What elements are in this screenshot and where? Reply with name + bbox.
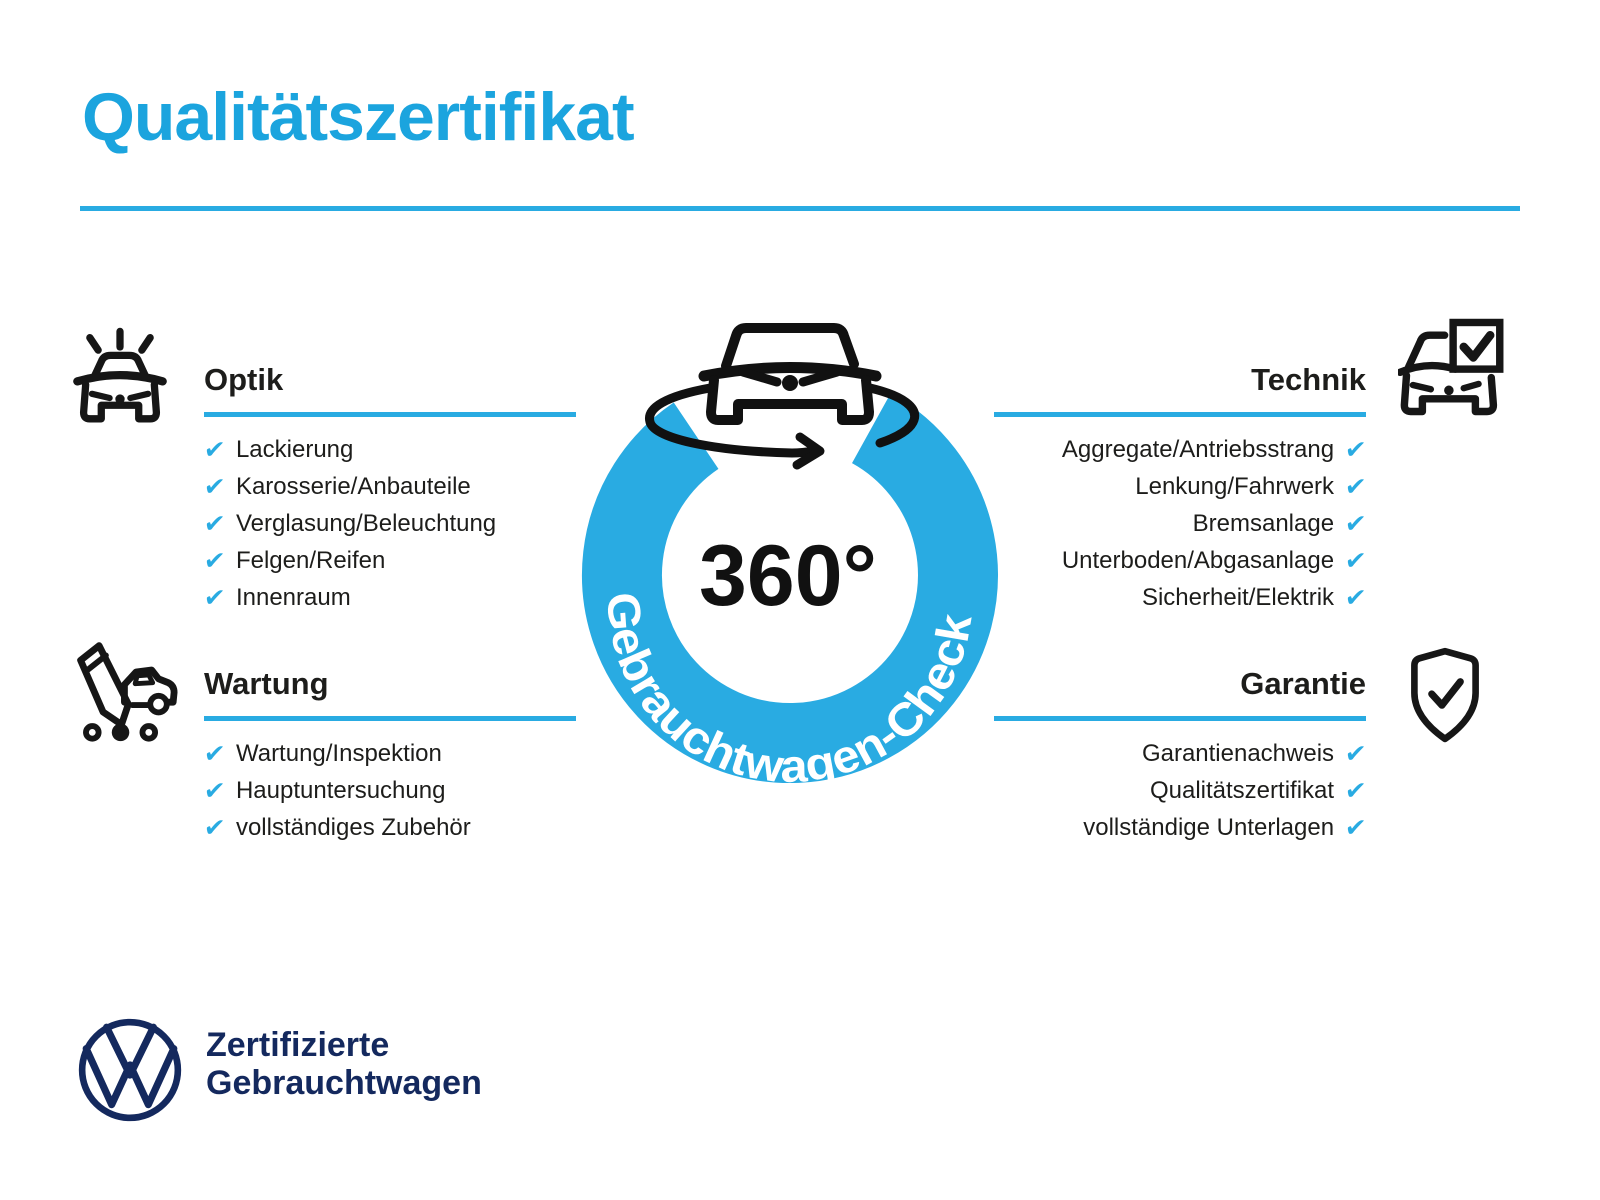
brand-wordmark: Zertifizierte Gebrauchtwagen (206, 1026, 482, 1102)
list-item: Qualitätszertifikat ✔ (994, 772, 1368, 809)
list-item-label: Lackierung (235, 435, 354, 463)
section-optik-title: Optik (204, 362, 284, 397)
list-item: Bremsanlage ✔ (994, 505, 1368, 542)
check-icon: ✔ (1343, 813, 1368, 842)
technik-checklist: Aggregate/Antriebsstrang ✔ Lenkung/Fahrwe… (994, 431, 1368, 616)
car-shine-icon (73, 327, 167, 423)
list-item: ✔ Lackierung (202, 431, 576, 468)
check-icon: ✔ (1343, 546, 1368, 575)
check-icon: ✔ (202, 776, 227, 805)
ring-arc (581, 393, 998, 784)
list-item-label: Unterboden/Abgasanlage (1061, 546, 1335, 574)
list-item-label: Qualitätszertifikat (1149, 776, 1335, 804)
list-item: Lenkung/Fahrwerk ✔ (994, 468, 1368, 505)
section-garantie: Garantie Garantienachweis ✔ Qualitätszert… (994, 664, 1368, 846)
check-icon: ✔ (1343, 472, 1368, 501)
section-optik: Optik ✔ Lackierung ✔ Karosserie/Anbauteile… (202, 360, 576, 616)
section-optik-divider (204, 412, 576, 417)
section-technik-divider (994, 412, 1366, 417)
list-item: ✔ Verglasung/Beleuchtung (202, 505, 576, 542)
list-item: Garantienachweis ✔ (994, 735, 1368, 772)
list-item: ✔ Felgen/Reifen (202, 542, 576, 579)
vw-logo (78, 1018, 182, 1122)
ring-360-graphic: Gebrauchtwagen-Check 360° (581, 323, 998, 790)
section-wartung: Wartung ✔ Wartung/Inspektion ✔ Hauptunters… (202, 664, 576, 846)
list-item-label: vollständige Unterlagen (1083, 813, 1335, 841)
section-wartung-title: Wartung (204, 666, 329, 701)
check-icon: ✔ (202, 739, 227, 768)
page-title: Qualitätszertifikat (82, 79, 635, 155)
list-item-label: Felgen/Reifen (235, 546, 386, 574)
title-divider (80, 206, 1520, 211)
garantie-checklist: Garantienachweis ✔ Qualitätszertifikat ✔ v… (994, 735, 1368, 846)
list-item: Aggregate/Antriebsstrang ✔ (994, 431, 1368, 468)
list-item-label: Karosserie/Anbauteile (235, 472, 471, 500)
section-garantie-divider (994, 716, 1366, 721)
check-icon: ✔ (1343, 583, 1368, 612)
section-wartung-divider (204, 716, 576, 721)
shield-check-icon (1411, 647, 1479, 743)
optik-checklist: ✔ Lackierung ✔ Karosserie/Anbauteile ✔ Verg… (202, 431, 576, 616)
check-icon: ✔ (1343, 509, 1368, 538)
list-item: Unterboden/Abgasanlage ✔ (994, 542, 1368, 579)
check-icon: ✔ (202, 435, 227, 464)
list-item-label: Wartung/Inspektion (235, 739, 442, 767)
section-garantie-title: Garantie (1240, 666, 1366, 701)
list-item-label: Hauptuntersuchung (235, 776, 446, 804)
list-item: ✔ vollständiges Zubehör (202, 809, 576, 846)
brand-line2: Gebrauchtwagen (206, 1064, 482, 1102)
list-item-label: Sicherheit/Elektrik (1141, 583, 1335, 611)
list-item: ✔ Wartung/Inspektion (202, 735, 576, 772)
check-icon: ✔ (202, 813, 227, 842)
check-icon: ✔ (202, 472, 227, 501)
pencil-car-icon (77, 642, 178, 742)
list-item-label: Garantienachweis (1141, 739, 1335, 767)
list-item: Sicherheit/Elektrik ✔ (994, 579, 1368, 616)
list-item-label: Innenraum (235, 583, 351, 611)
car-front-rotation-icon (645, 323, 920, 470)
section-technik-title: Technik (1251, 362, 1366, 397)
check-icon: ✔ (202, 546, 227, 575)
check-icon: ✔ (1343, 776, 1368, 805)
degree-label: 360° (699, 528, 877, 624)
list-item: vollständige Unterlagen ✔ (994, 809, 1368, 846)
list-item-label: Bremsanlage (1192, 509, 1335, 537)
check-icon: ✔ (1343, 739, 1368, 768)
list-item: ✔ Karosserie/Anbauteile (202, 468, 576, 505)
list-item-label: Aggregate/Antriebsstrang (1061, 435, 1335, 463)
wartung-checklist: ✔ Wartung/Inspektion ✔ Hauptuntersuchung ✔… (202, 735, 576, 846)
car-checkbox-icon (1398, 318, 1504, 416)
check-icon: ✔ (202, 583, 227, 612)
list-item: ✔ Innenraum (202, 579, 576, 616)
list-item-label: Verglasung/Beleuchtung (235, 509, 497, 537)
list-item-label: vollständiges Zubehör (235, 813, 471, 841)
section-technik: Technik Aggregate/Antriebsstrang ✔ Lenkun… (994, 360, 1368, 616)
list-item: ✔ Hauptuntersuchung (202, 772, 576, 809)
check-icon: ✔ (202, 509, 227, 538)
list-item-label: Lenkung/Fahrwerk (1135, 472, 1335, 500)
check-icon: ✔ (1343, 435, 1368, 464)
brand-line1: Zertifizierte (206, 1026, 390, 1064)
